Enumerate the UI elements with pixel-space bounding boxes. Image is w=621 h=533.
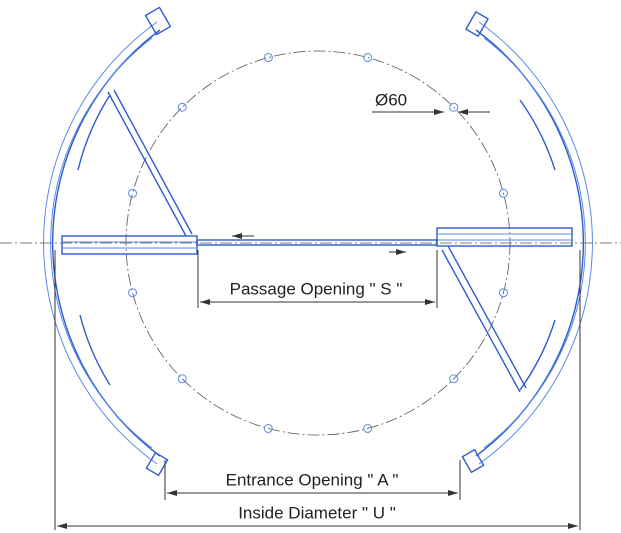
rail [519,319,556,391]
end-cap [144,6,172,36]
inside-label: Inside Diameter " U " [238,503,396,522]
bolt-hole [498,188,508,198]
bolt-hole [449,374,459,384]
passage-label: Passage Opening " S " [230,279,403,298]
outer-arc-right [483,37,586,449]
outer-arc-right [478,21,593,465]
bolt-hole [177,374,187,384]
bolt-hole [263,423,273,433]
end-cap [464,10,490,38]
leaf-left [61,235,198,255]
outer-arc-left [43,21,158,465]
entrance-label: Entrance Opening " A " [226,470,399,489]
rail [77,94,111,171]
motion-arrow [232,236,406,252]
end-cap [145,451,169,477]
hole-label: Ø60 [375,90,407,109]
diagonal-leaf [107,89,193,237]
geometry [0,6,621,530]
leaf-right [436,227,573,247]
bolt-hole [128,288,138,298]
rail [519,99,556,171]
diagonal-leaf [441,245,527,393]
bolt-hole [363,423,373,433]
bolt-hole [263,53,273,63]
bolt-hole [498,288,508,298]
outer-arc-left [50,37,153,449]
bolt-hole [449,102,459,112]
bolt-hole [128,188,138,198]
bolt-hole [363,53,373,63]
rail [79,314,111,386]
bolt-hole [177,102,187,112]
end-cap [461,448,485,474]
pitch-circle [125,50,511,436]
center-leaf [196,239,438,246]
